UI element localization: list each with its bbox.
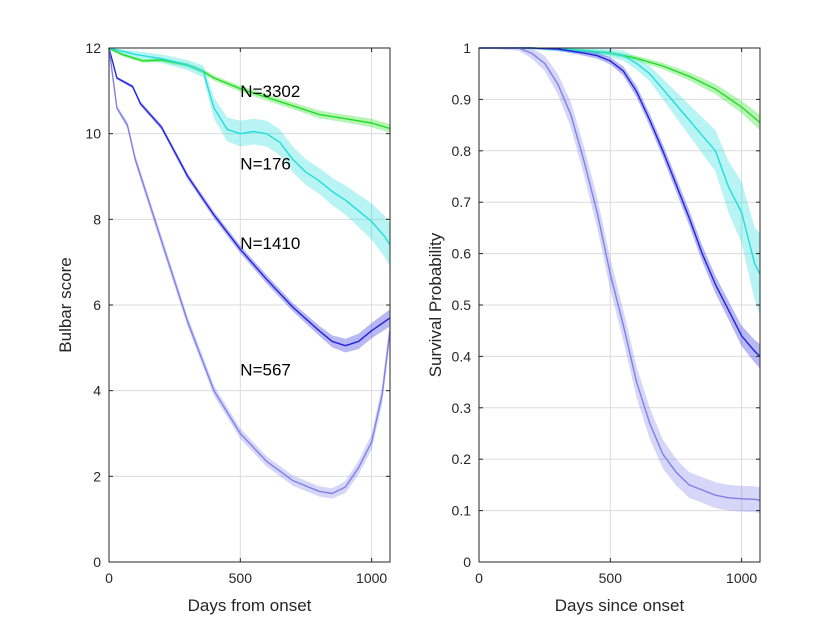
y-tick-label: 2 xyxy=(93,468,101,484)
y-tick-label: 10 xyxy=(85,126,101,142)
y-tick-label: 0.7 xyxy=(452,194,472,210)
y-tick-label: 0 xyxy=(463,554,471,570)
series-3-line xyxy=(479,47,761,501)
x-tick-label: 0 xyxy=(105,570,113,586)
annotation-layer: N=3302 N=176 N=1410 N=567 xyxy=(240,82,300,379)
y-tick-label: 6 xyxy=(93,297,101,313)
y-tick-label: 0.9 xyxy=(452,91,472,107)
y-tick-label: 0 xyxy=(93,554,101,570)
y-axis-label: Bulbar score xyxy=(56,257,75,352)
series-3-line xyxy=(108,47,391,495)
y-tick-label: 8 xyxy=(93,211,101,227)
annotation-label: N=176 xyxy=(240,155,291,174)
y-tick-label: 0.5 xyxy=(452,297,472,313)
y-tick-label: 0.3 xyxy=(452,400,472,416)
series-1-line xyxy=(479,47,761,275)
series-layer xyxy=(108,47,391,499)
x-tick-label: 0 xyxy=(475,570,483,586)
y-tick-label: 12 xyxy=(85,40,101,56)
annotation-label: N=3302 xyxy=(240,82,300,101)
annotation-label: N=567 xyxy=(240,360,291,379)
y-tick-label: 0.8 xyxy=(452,143,472,159)
x-tick-label: 500 xyxy=(599,570,623,586)
x-axis-label: Days since onset xyxy=(555,596,685,615)
survival-probability-chart: 0 500 1000 0 0.1 0.2 0.3 0.4 0.5 0.6 0.7 0.8 0.9 1 Da… xyxy=(426,40,761,615)
tick-layer: 0 500 1000 0 0.1 0.2 0.3 0.4 0.5 0.6 0.7 0.8 0.9 1 xyxy=(452,40,760,586)
y-tick-label: 0.6 xyxy=(452,246,472,262)
y-tick-label: 1 xyxy=(463,40,471,56)
y-tick-label: 0.2 xyxy=(452,451,472,467)
x-tick-label: 500 xyxy=(229,570,253,586)
series-0-confidence-band xyxy=(109,48,390,133)
series-1-confidence-band xyxy=(479,48,760,316)
x-tick-label: 1000 xyxy=(726,570,757,586)
y-tick-label: 0.1 xyxy=(452,503,472,519)
series-2-line xyxy=(479,47,761,357)
x-tick-label: 1000 xyxy=(356,570,387,586)
annotation-label: N=1410 xyxy=(240,234,300,253)
tick-layer: 0 500 1000 0 2 4 6 8 10 12 xyxy=(85,40,390,586)
y-axis-label: Survival Probability xyxy=(426,232,445,377)
x-axis-label: Days from onset xyxy=(188,596,312,615)
series-1-line xyxy=(108,47,391,246)
bulbar-score-chart: 0 500 1000 0 2 4 6 8 10 12 N=3302 N=176 N=1410 N=567… xyxy=(56,40,391,615)
series-0-line xyxy=(108,47,391,130)
series-2-line xyxy=(108,47,391,347)
y-tick-label: 4 xyxy=(93,383,101,399)
series-0-confidence-band xyxy=(479,48,760,131)
y-tick-label: 0.4 xyxy=(452,348,472,364)
series-layer xyxy=(479,47,761,514)
